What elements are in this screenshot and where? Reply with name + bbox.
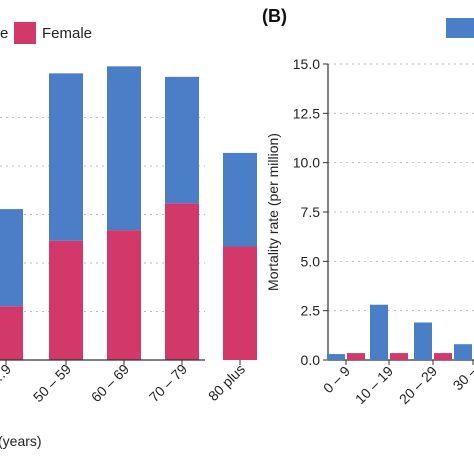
panel-b-y-tick-label: 10.0 [293, 155, 320, 171]
legend-female-swatch [14, 22, 36, 44]
panel-b-bar-female [390, 353, 408, 360]
panel-a-bar-male [107, 66, 141, 231]
legend-female-label: Female [42, 25, 92, 42]
panel-b-bar-male [454, 344, 472, 360]
legend-male-swatch-b [446, 18, 474, 38]
panel-a-bar-male [49, 73, 83, 241]
panel-b-bar-male [414, 322, 432, 360]
panel-b-x-tick-label: 10 – 19 [352, 363, 396, 407]
panel-b-y-tick-label: 7.5 [301, 204, 321, 220]
panel-a-bar-male [165, 76, 199, 204]
panel-b-bar-male [327, 354, 345, 360]
panel-a-bar-male [223, 152, 257, 247]
panel-b-x-tick-label: 0 – 9 [320, 363, 353, 396]
panel-b-bar-male [370, 304, 388, 360]
panel-b-bar-female [434, 353, 452, 360]
panel-a-bar-female [49, 240, 83, 360]
panel-a: …9 50 – 59 60 – 69 70 – 79 80 plus [0, 66, 257, 405]
legend: e Female [0, 18, 474, 44]
panel-b-y-tick-label: 0.0 [301, 352, 321, 368]
panel-a-bar-female [0, 306, 23, 360]
panel-a-bar-male [0, 209, 23, 307]
panel-b: 0.0 2.5 5.0 7.5 10.0 12.5 15.0 0 – 910 – 19 20 –… [293, 56, 474, 407]
panel-a-x-tick-label: 70 – 79 [146, 361, 190, 405]
panel-a-bar-female [165, 203, 199, 360]
panel-b-label: (B) [262, 6, 287, 26]
panel-b-y-tick-label: 5.0 [301, 253, 321, 269]
panel-b-bar-female [347, 353, 365, 360]
panel-a-x-axis-title: (years) [0, 433, 42, 449]
panel-b-x-tick-label: 20 – 29 [396, 363, 440, 407]
panel-b-x-tick-label: 30 – [450, 363, 474, 394]
panel-b-y-axis-title: Mortality rate (per million) [265, 133, 281, 291]
panel-a-bar-female [223, 246, 257, 360]
panel-a-x-tick-label: …9 [0, 361, 14, 388]
panel-a-bar-female [107, 230, 141, 360]
panel-a-x-tick-label: 80 plus [205, 361, 248, 404]
panel-b-y-tick-label: 15.0 [293, 56, 320, 72]
panel-b-y-tick-label: 2.5 [301, 303, 321, 319]
panel-b-y-tick-label: 12.5 [293, 105, 320, 121]
panel-a-x-tick-label: 60 – 69 [88, 361, 132, 405]
legend-male-label: e [0, 25, 8, 42]
panel-a-x-tick-label: 50 – 59 [30, 361, 74, 405]
